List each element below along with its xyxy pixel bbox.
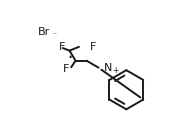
Text: F: F [59,42,65,53]
Text: F: F [63,64,70,74]
Text: +: + [112,66,119,75]
Text: F: F [90,42,96,53]
Text: ⁻: ⁻ [53,30,56,39]
Text: Br: Br [38,27,50,37]
Text: N: N [104,63,112,73]
